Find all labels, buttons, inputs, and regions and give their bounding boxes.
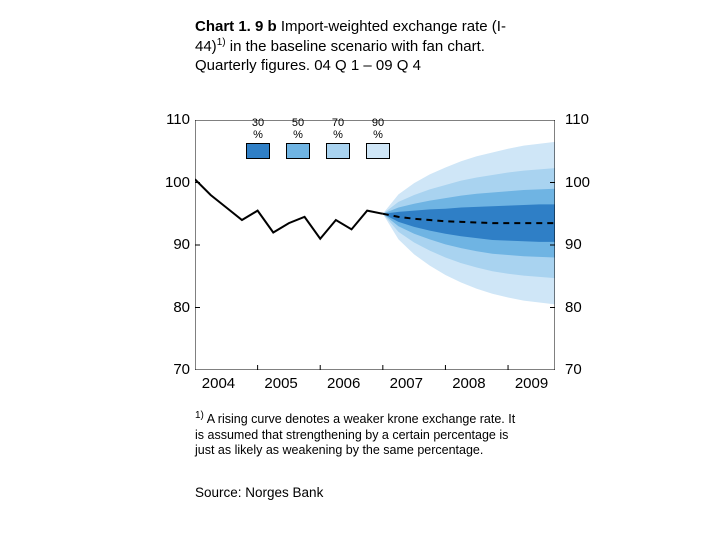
chart-title: Chart 1. 9 b Import-weighted exchange ra… [195,18,525,75]
legend-percent-sign: % [363,130,393,142]
y-axis-label-right: 100 [565,174,605,191]
legend-item: 70% [323,118,353,159]
x-axis-label: 2007 [390,375,423,392]
x-axis-label: 2009 [515,375,548,392]
x-axis-label: 2005 [264,375,297,392]
legend-percent: 70 [323,118,353,130]
legend-percent-sign: % [323,130,353,142]
y-axis-label-left: 100 [150,174,190,191]
footnote-sup: 1) [195,410,204,421]
x-axis-label: 2004 [202,375,235,392]
legend-percent-sign: % [243,130,273,142]
legend-swatch [286,143,310,159]
legend-percent: 30 [243,118,273,130]
y-axis-label-left: 70 [150,361,190,378]
y-axis-label-left: 110 [150,111,190,128]
y-axis-label-right: 110 [565,111,605,128]
y-axis-label-right: 70 [565,361,605,378]
legend-swatch [246,143,270,159]
chart-title-sup: 1) [217,37,226,48]
chart-title-tail: in the baseline scenario with fan chart.… [195,38,485,74]
y-axis-label-right: 90 [565,236,605,253]
footnote: 1) A rising curve denotes a weaker krone… [195,410,525,459]
y-axis-label-left: 90 [150,236,190,253]
x-axis-label: 2006 [327,375,360,392]
legend-item: 90% [363,118,393,159]
legend-percent-sign: % [283,130,313,142]
source-line: Source: Norges Bank [195,485,323,500]
y-axis-label-left: 80 [150,299,190,316]
x-axis-label: 2008 [452,375,485,392]
legend-item: 30% [243,118,273,159]
chart-area: 7070808090901001001101102004200520062007… [195,120,555,370]
chart-title-bold: Chart 1. 9 b [195,18,277,35]
legend-percent: 90 [363,118,393,130]
footnote-text: A rising curve denotes a weaker krone ex… [195,412,515,457]
legend-swatch [326,143,350,159]
legend-item: 50% [283,118,313,159]
legend-swatch [366,143,390,159]
y-axis-label-right: 80 [565,299,605,316]
legend-percent: 50 [283,118,313,130]
